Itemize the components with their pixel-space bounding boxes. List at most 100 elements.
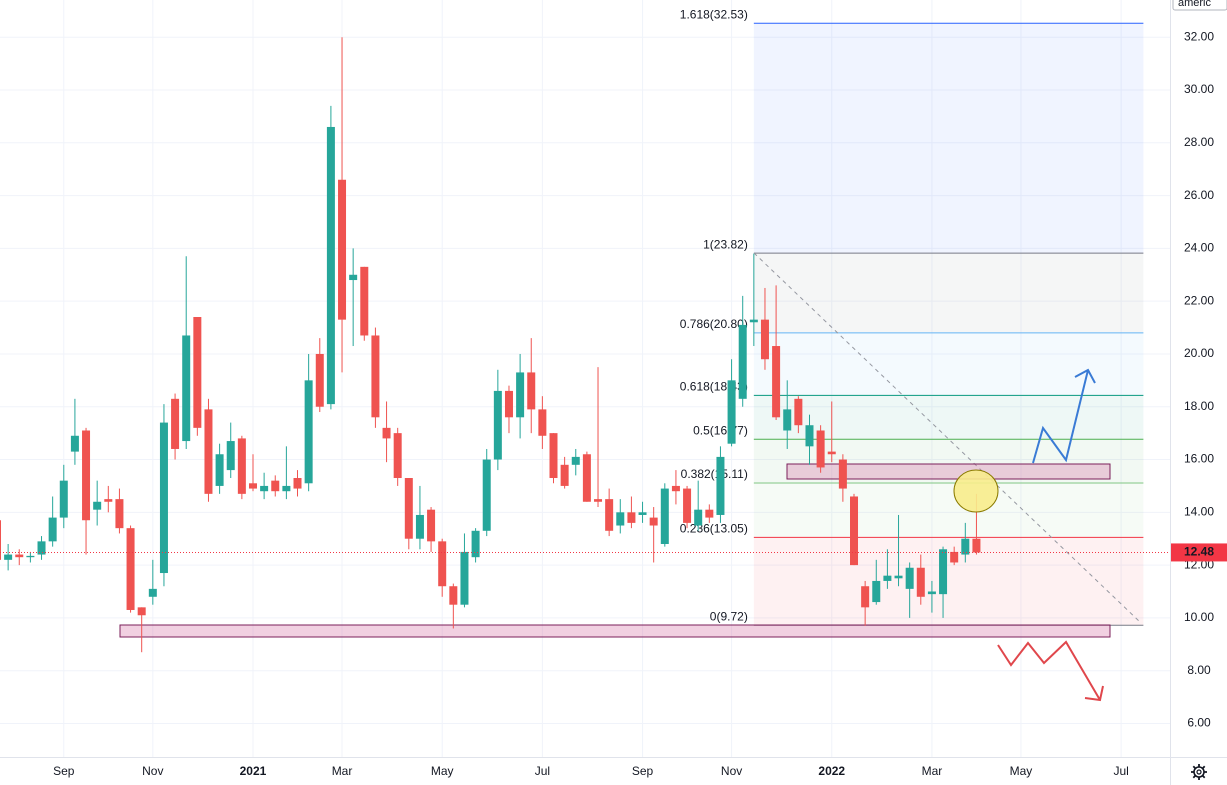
- resistance-zone: [786, 463, 1111, 480]
- candle-body: [760, 319, 769, 360]
- candle-body: [571, 456, 580, 465]
- candle-body: [415, 514, 424, 539]
- candle-body: [950, 551, 959, 563]
- gear-teeth: [1191, 764, 1207, 780]
- candle-body: [683, 488, 692, 523]
- highlight-circle: [953, 469, 999, 513]
- fib-label: 0.618(18.43): [680, 380, 748, 394]
- candle-body: [104, 499, 113, 502]
- candle-body: [260, 485, 269, 492]
- candle-body: [671, 485, 680, 492]
- y-tick-label: 14.00: [1184, 504, 1214, 518]
- candle-body: [248, 483, 257, 489]
- fib-label: 1.618(32.53): [680, 7, 748, 21]
- y-tick-label: 26.00: [1184, 188, 1214, 202]
- candle-body: [137, 607, 146, 616]
- y-tick-label: 22.00: [1184, 293, 1214, 307]
- candle-body: [772, 346, 781, 418]
- fib-label: 0(9.72): [710, 609, 748, 623]
- support-zone: [119, 624, 1111, 638]
- candle-body: [148, 588, 157, 597]
- candle-body: [193, 317, 202, 428]
- candle-body: [70, 435, 79, 452]
- up-arrow-head: [1074, 368, 1096, 384]
- y-tick-label: 20.00: [1184, 346, 1214, 360]
- candle-body: [393, 433, 402, 479]
- fib-band: [753, 23, 1144, 254]
- candle-body: [48, 517, 57, 542]
- candle-body: [204, 409, 213, 494]
- candle-body: [939, 549, 948, 595]
- drawings: [119, 252, 1141, 638]
- candle-body: [638, 512, 647, 515]
- candle-body: [660, 488, 669, 544]
- x-tick-label: Nov: [721, 764, 742, 778]
- fib-label: 0.786(20.80): [680, 317, 748, 331]
- candle-body: [549, 433, 558, 479]
- candle-body: [4, 554, 13, 560]
- y-tick-label: 18.00: [1184, 399, 1214, 413]
- candle-body: [705, 509, 714, 518]
- candle-body: [237, 438, 246, 494]
- grid: [0, 0, 1170, 757]
- fib-label: 0.236(13.05): [680, 522, 748, 536]
- candle-body: [15, 554, 24, 558]
- candle-body: [560, 464, 569, 486]
- fib-band: [753, 483, 1144, 538]
- candle-body: [783, 409, 792, 431]
- fib-band: [753, 537, 1144, 626]
- candle-body: [627, 512, 636, 523]
- x-tick-label: Mar: [332, 764, 353, 778]
- candle-body: [738, 324, 747, 399]
- candles: [0, 37, 1170, 653]
- settings-icon[interactable]: [1191, 764, 1207, 780]
- candle-body: [916, 567, 925, 597]
- candle-body: [794, 398, 803, 426]
- candle-body: [460, 551, 469, 605]
- candle-body: [961, 538, 970, 555]
- candle-body: [493, 390, 502, 460]
- fib-band: [753, 332, 1144, 396]
- candle-body: [93, 501, 102, 510]
- candle-body: [727, 380, 736, 444]
- candle-body: [182, 335, 191, 442]
- x-tick-label: May: [1010, 764, 1033, 778]
- candle-body: [850, 496, 859, 566]
- candle-body: [927, 591, 936, 595]
- candle-body: [371, 335, 380, 418]
- candle-body: [360, 266, 369, 336]
- candle-body: [59, 480, 68, 518]
- candle-body: [582, 454, 591, 502]
- x-tick-label: 2022: [818, 764, 845, 778]
- candle-body: [115, 499, 124, 529]
- candle-body: [827, 451, 836, 455]
- fib-retracement: 1.618(32.53) 1(23.82) 0.786(20.80) 0.618(18…: [680, 7, 1144, 626]
- candle-body: [594, 499, 603, 502]
- last-price-box: [1171, 543, 1227, 562]
- candle-body: [883, 575, 892, 581]
- candle-body: [215, 454, 224, 486]
- fib-label: 1(23.82): [703, 237, 748, 251]
- candle-body: [972, 538, 981, 553]
- exchange-label: americ: [1178, 0, 1212, 9]
- candle-body: [37, 541, 46, 555]
- candle-body: [0, 520, 1, 560]
- candle-body: [616, 512, 625, 526]
- candle-body: [382, 427, 391, 439]
- candle-body: [427, 509, 436, 542]
- overlay: [953, 368, 1104, 702]
- candle-body: [516, 372, 525, 418]
- candle-body: [449, 586, 458, 605]
- candle-body: [816, 430, 825, 468]
- candle-body: [527, 372, 536, 410]
- candle-body: [326, 126, 335, 405]
- x-tick-label: Jul: [1113, 764, 1128, 778]
- candle-body: [861, 586, 870, 608]
- down-arrow-head: [1084, 685, 1104, 702]
- candle-body: [838, 459, 847, 489]
- candle-body: [159, 422, 168, 574]
- y-tick-label: 30.00: [1184, 82, 1214, 96]
- candle-body: [694, 509, 703, 526]
- x-tick-label: Mar: [922, 764, 943, 778]
